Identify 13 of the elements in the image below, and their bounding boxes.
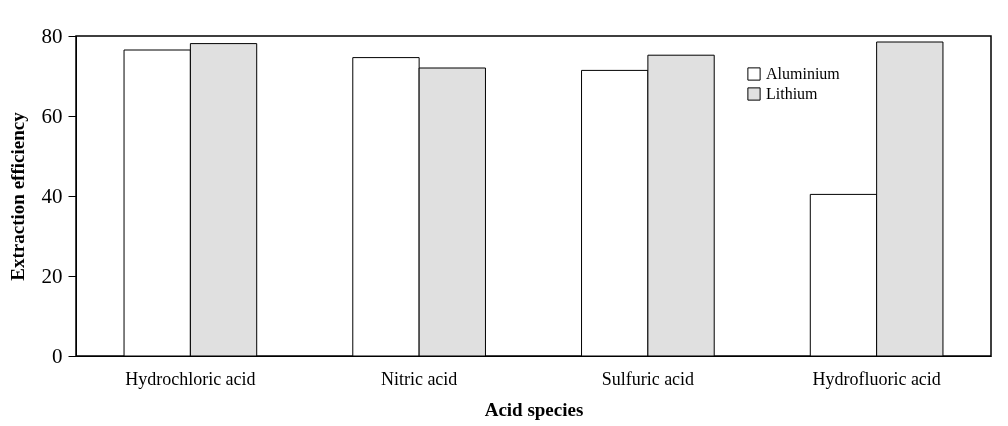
y-tick-label: 0	[52, 343, 63, 368]
x-axis-title: Acid species	[484, 398, 584, 420]
x-tick-label: Hydrochloric acid	[125, 368, 256, 389]
y-tick-label: 80	[41, 23, 63, 48]
y-tick-label: 40	[41, 183, 63, 208]
x-tick-label: Hydrofluoric acid	[812, 368, 941, 389]
x-tick-label: Nitric acid	[380, 368, 458, 389]
y-tick-label: 20	[41, 263, 63, 288]
y-axis-title: Extraction efficiency	[6, 111, 28, 281]
y-tick-label: 60	[41, 103, 63, 128]
legend-label: Lithium	[766, 85, 819, 102]
x-tick-label: Sulfuric acid	[601, 368, 695, 389]
legend-label: Aluminium	[766, 65, 841, 82]
